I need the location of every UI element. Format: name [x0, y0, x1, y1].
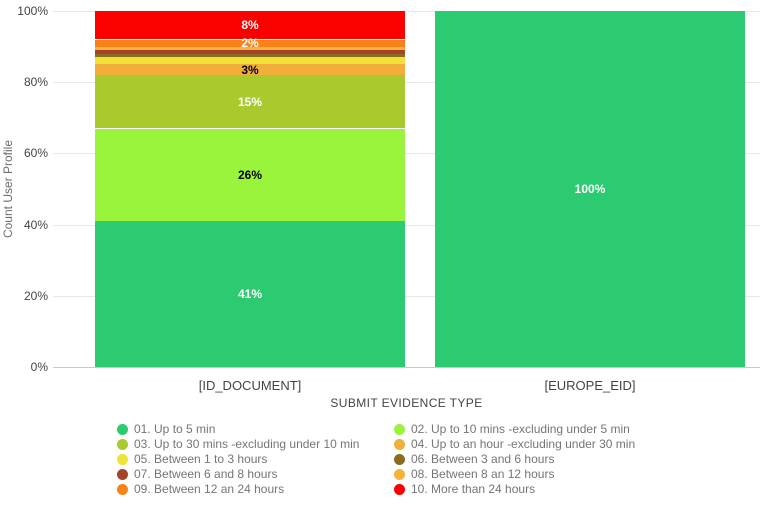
legend-item: 09. Between 12 an 24 hours [117, 483, 394, 495]
gridline-80 [53, 82, 760, 84]
legend-label: 04. Up to an hour -excluding under 30 mi… [411, 437, 636, 451]
legend-label: 06. Between 3 and 6 hours [411, 452, 555, 466]
y-tick-label: 80% [23, 75, 48, 90]
bar-segment[interactable]: 41% [95, 221, 405, 367]
gridline-0 [53, 367, 760, 368]
bar-segment[interactable] [95, 46, 405, 51]
legend-swatch-icon [394, 483, 405, 495]
segment-value-label: 2% [241, 36, 259, 51]
legend-item: 02. Up to 10 mins -excluding under 5 min [394, 423, 635, 435]
y-tick-label: 20% [23, 288, 48, 303]
bar-id_document: 41% 26% 15% 3% 2% 8% [95, 11, 405, 367]
x-category-label: [ID_DOCUMENT] [198, 378, 302, 393]
legend-label: 08. Between 8 an 12 hours [411, 467, 555, 481]
bar-segment[interactable]: 26% [95, 128, 405, 222]
legend-item: 01. Up to 5 min [117, 423, 394, 435]
legend-swatch-icon [117, 453, 128, 465]
bar-europe_eid: 100% [435, 11, 745, 367]
bar-segment[interactable]: 2% [95, 36, 405, 50]
x-axis-title: SUBMIT EVIDENCE TYPE [330, 396, 483, 410]
segment-value-label: 26% [237, 167, 263, 182]
x-category-label: [EUROPE_EID] [544, 378, 636, 393]
legend-swatch-icon [394, 453, 405, 465]
legend-item: 10. More than 24 hours [394, 483, 635, 495]
legend-label: 09. Between 12 an 24 hours [134, 482, 285, 496]
legend-swatch-icon [117, 468, 128, 480]
segment-value-label: 41% [237, 287, 263, 302]
chart-legend: 01. Up to 5 min 02. Up to 10 mins -exclud… [117, 423, 635, 495]
segment-value-label: 100% [574, 182, 606, 196]
legend-swatch-icon [394, 468, 405, 480]
gridline-100 [53, 11, 760, 12]
legend-swatch-icon [394, 423, 405, 435]
segment-value-label: 8% [241, 18, 259, 33]
legend-swatch-icon [117, 438, 128, 450]
y-tick-label: 40% [23, 217, 48, 232]
bar-segment[interactable]: 15% [95, 75, 405, 129]
legend-swatch-icon [117, 423, 128, 435]
segment-value-label: 3% [241, 62, 259, 77]
y-tick-label: 100% [17, 4, 48, 18]
plot-area: 41% 26% 15% 3% 2% 8% 100% [53, 11, 760, 368]
bar-segment[interactable] [95, 53, 405, 58]
legend-label: 05. Between 1 to 3 hours [134, 452, 268, 466]
bar-segment[interactable] [95, 50, 405, 54]
legend-item: 07. Between 6 and 8 hours [117, 468, 394, 480]
legend-item: 03. Up to 30 mins -excluding under 10 mi… [117, 438, 394, 450]
legend-label: 02. Up to 10 mins -excluding under 5 min [411, 422, 630, 436]
legend-item: 05. Between 1 to 3 hours [117, 453, 394, 465]
gridline-60 [53, 153, 760, 155]
legend-swatch-icon [394, 438, 405, 450]
y-tick-label: 60% [23, 146, 48, 161]
legend-swatch-icon [117, 483, 128, 495]
bar-segment[interactable]: 3% [95, 62, 405, 77]
y-axis-title: Count User Profile [1, 139, 15, 239]
segment-value-label: 15% [237, 94, 263, 109]
bar-segment[interactable]: 8% [95, 11, 405, 40]
legend-label: 10. More than 24 hours [411, 482, 536, 496]
legend-item: 08. Between 8 an 12 hours [394, 468, 635, 480]
legend-label: 03. Up to 30 mins -excluding under 10 mi… [134, 437, 360, 451]
bar-segment[interactable]: 100% [435, 11, 745, 367]
legend-item: 04. Up to an hour -excluding under 30 mi… [394, 438, 635, 450]
bar-segment[interactable] [95, 57, 405, 65]
gridline-40 [53, 224, 760, 226]
y-tick-label: 0% [30, 360, 48, 374]
gridline-20 [53, 295, 760, 297]
legend-label: 01. Up to 5 min [134, 422, 216, 436]
legend-item: 06. Between 3 and 6 hours [394, 453, 635, 465]
legend-label: 07. Between 6 and 8 hours [134, 467, 278, 481]
